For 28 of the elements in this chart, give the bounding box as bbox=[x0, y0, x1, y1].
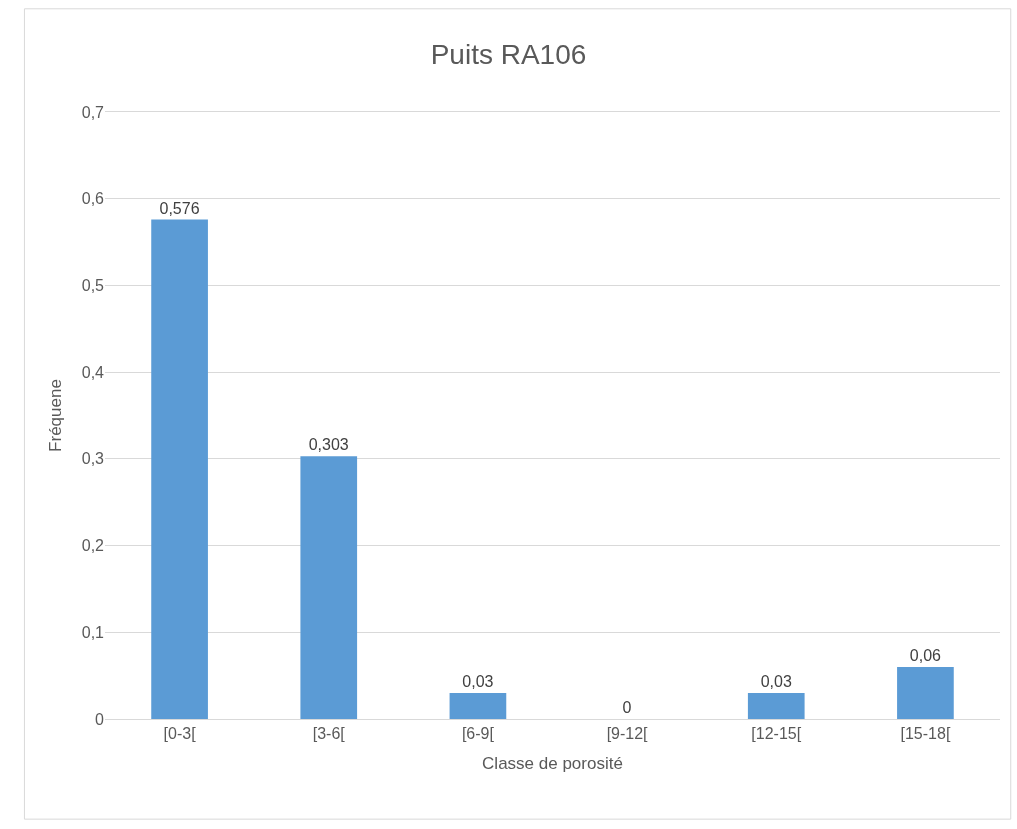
x-tick-label: [9-12[ bbox=[606, 725, 649, 743]
bar bbox=[151, 219, 208, 719]
chart-title: Puits RA106 bbox=[430, 38, 587, 70]
data-label: 0,03 bbox=[462, 672, 494, 690]
y-tick-label: 0,2 bbox=[81, 537, 105, 555]
data-label: 0,303 bbox=[308, 436, 349, 454]
y-tick-label: 0,5 bbox=[81, 277, 105, 295]
bar bbox=[300, 456, 358, 719]
bar bbox=[897, 666, 954, 719]
y-tick-label: 0 bbox=[95, 710, 105, 728]
x-tick-label: [0-3[ bbox=[163, 725, 197, 743]
x-axis-title: Classe de porosité bbox=[482, 753, 623, 773]
y-tick-label: 0,6 bbox=[81, 190, 105, 208]
y-tick-label: 0,1 bbox=[81, 623, 105, 641]
data-label: 0,06 bbox=[909, 646, 942, 664]
data-label: 0,576 bbox=[159, 199, 200, 217]
x-tick-label: [12-15[ bbox=[751, 725, 802, 743]
y-tick-label: 0,4 bbox=[81, 363, 105, 381]
y-tick-label: 0,7 bbox=[81, 103, 105, 121]
data-label: 0,03 bbox=[760, 672, 792, 690]
x-tick-label: [15-18[ bbox=[900, 725, 951, 743]
y-axis-title: Fréquene bbox=[46, 379, 66, 452]
x-tick-label: [6-9[ bbox=[461, 725, 495, 743]
bar bbox=[747, 692, 805, 719]
y-tick-label: 0,3 bbox=[81, 450, 105, 468]
x-tick-label: [3-6[ bbox=[312, 725, 346, 743]
data-label: 0 bbox=[622, 699, 632, 716]
bar bbox=[449, 692, 507, 719]
